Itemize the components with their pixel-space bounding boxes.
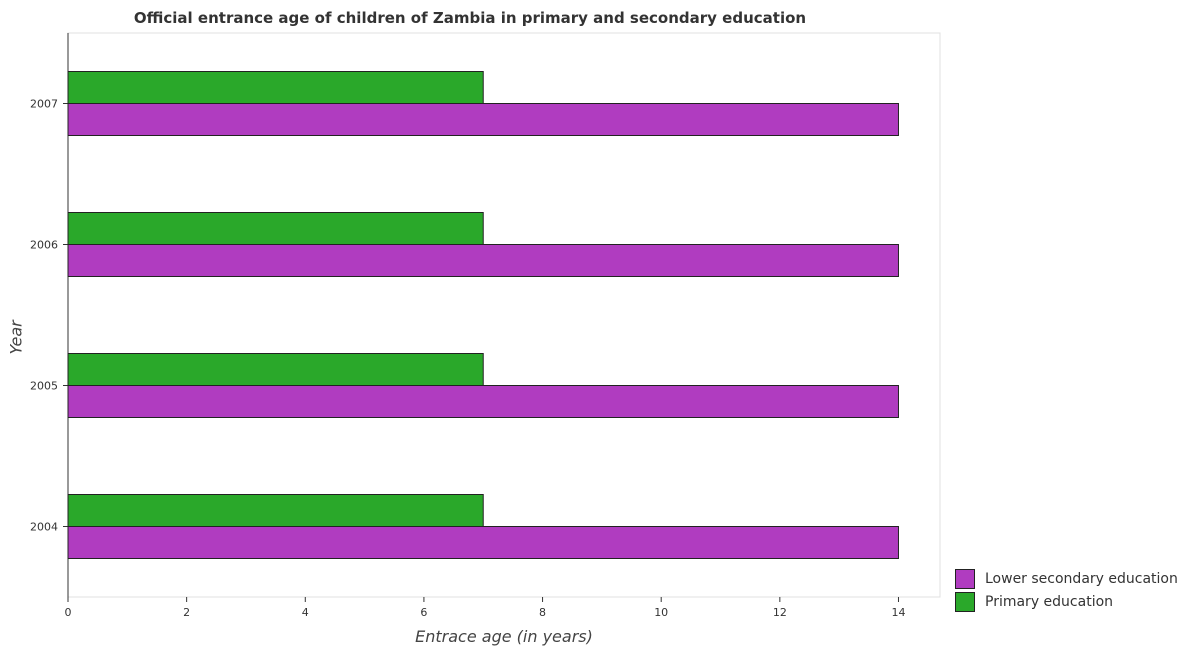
x-tick-label-2: 2 — [183, 606, 190, 619]
bar-lower-secondary-2004 — [67, 526, 899, 559]
y-tick-label-2007: 2007 — [30, 98, 58, 111]
legend-item-primary: Primary education — [955, 591, 1178, 612]
bar-lower-secondary-2006 — [67, 244, 899, 277]
y-axis-label: Year — [6, 320, 26, 355]
x-tick-label-12: 12 — [773, 606, 787, 619]
x-axis-label: Entrace age (in years) — [415, 627, 593, 646]
x-tick-label-10: 10 — [654, 606, 668, 619]
bar-primary-2007 — [67, 71, 484, 104]
x-tick-label-8: 8 — [539, 606, 546, 619]
bar-primary-2004 — [67, 494, 484, 527]
x-tick-label-6: 6 — [420, 606, 427, 619]
x-tick-label-0: 0 — [65, 606, 72, 619]
legend-swatch-lower-secondary — [955, 568, 975, 589]
y-tick-label-2004: 2004 — [30, 521, 58, 534]
legend: Lower secondary education Primary educat… — [955, 568, 1178, 614]
y-tick-label-2006: 2006 — [30, 239, 58, 252]
bar-lower-secondary-2005 — [67, 385, 899, 418]
bar-primary-2005 — [67, 353, 484, 386]
chart-title: Official entrance age of children of Zam… — [133, 9, 807, 27]
legend-label-lower-secondary: Lower secondary education — [985, 570, 1178, 587]
legend-label-primary: Primary education — [985, 593, 1114, 610]
bar-primary-2006 — [67, 212, 484, 245]
legend-swatch-primary — [955, 591, 975, 612]
x-tick-label-14: 14 — [891, 606, 905, 619]
x-tick-label-4: 4 — [302, 606, 309, 619]
y-tick-label-2005: 2005 — [30, 380, 58, 393]
legend-item-lower-secondary: Lower secondary education — [955, 568, 1178, 589]
bar-lower-secondary-2007 — [67, 103, 899, 136]
